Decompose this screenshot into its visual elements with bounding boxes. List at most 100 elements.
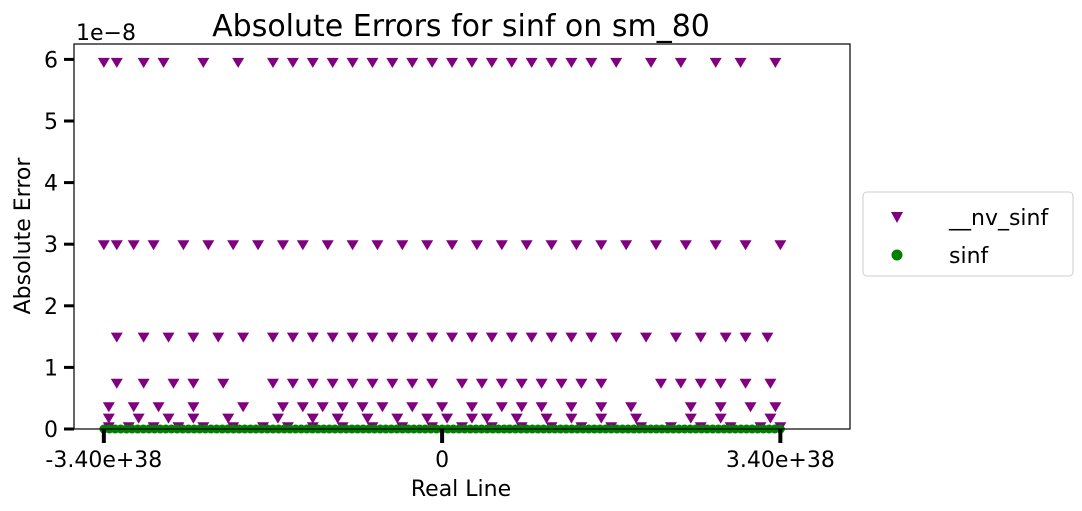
point-s0-c0-4 <box>197 57 210 68</box>
point-s0-c4-22 <box>744 402 757 413</box>
point-s0-c1-12 <box>371 240 384 251</box>
point-s0-c3-5 <box>266 378 279 389</box>
point-s0-c0-14 <box>426 57 439 68</box>
point-s0-c0-6 <box>266 57 279 68</box>
point-s0-c1-23 <box>650 240 662 251</box>
point-s0-c4-8 <box>336 402 349 413</box>
point-s0-c5-0 <box>102 413 115 424</box>
point-s0-c2-2 <box>162 332 175 343</box>
point-s0-c3-15 <box>475 378 488 389</box>
point-s0-c3-26 <box>739 378 752 389</box>
point-s0-c1-0 <box>97 240 110 251</box>
point-s0-c2-4 <box>212 332 225 343</box>
point-s0-c5-15 <box>540 413 553 424</box>
plot-area-markers <box>97 57 787 434</box>
point-s0-c2-22 <box>585 332 598 343</box>
point-s0-c0-15 <box>446 57 459 68</box>
point-s0-c1-26 <box>739 240 752 251</box>
point-s0-c1-6 <box>227 240 240 251</box>
point-s0-c0-19 <box>525 57 538 68</box>
point-s0-c2-0 <box>110 332 123 343</box>
point-s0-c5-17 <box>595 413 608 424</box>
x-tick-label-2: 3.40e+38 <box>726 448 835 473</box>
point-s0-c2-19 <box>525 332 538 343</box>
point-s0-c3-8 <box>326 378 339 389</box>
x-tick-label-0: -3.40e+38 <box>45 448 162 473</box>
point-s0-c2-26 <box>694 332 707 343</box>
point-s0-c4-4 <box>237 402 250 413</box>
point-s0-c0-13 <box>406 57 419 68</box>
point-s0-c0-25 <box>674 57 687 68</box>
point-s0-c3-24 <box>694 378 707 389</box>
point-s0-c1-11 <box>346 240 359 251</box>
point-s0-c2-12 <box>386 332 399 343</box>
point-s0-c4-10 <box>376 402 389 413</box>
point-s0-c5-13 <box>480 413 493 424</box>
point-s0-c0-12 <box>386 57 399 68</box>
plot-area-frame <box>73 43 851 430</box>
point-s0-c5-6 <box>306 413 319 424</box>
y-tick-label-0: 0 <box>44 418 58 443</box>
point-s0-c5-3 <box>187 413 200 424</box>
point-s0-c0-23 <box>610 57 623 68</box>
point-s0-c0-16 <box>465 57 478 68</box>
point-s0-c4-1 <box>127 402 140 413</box>
point-s0-c1-7 <box>252 240 265 251</box>
point-s0-c2-7 <box>286 332 299 343</box>
point-s0-c4-9 <box>356 402 369 413</box>
point-s0-c2-15 <box>446 332 459 343</box>
point-s0-c1-8 <box>276 240 289 251</box>
x-axis: -3.40e+38 0 3.40e+38 <box>45 429 835 473</box>
point-s0-c1-19 <box>545 240 558 251</box>
point-s0-c0-26 <box>709 57 722 68</box>
point-s0-c3-9 <box>346 378 359 389</box>
point-s0-c4-20 <box>684 402 697 413</box>
point-s0-c2-8 <box>306 332 319 343</box>
y-axis-label: Absolute Error <box>11 157 36 315</box>
legend: __nv_sinf sinf <box>862 191 1074 277</box>
point-s0-c5-21 <box>764 413 777 424</box>
point-s0-c4-16 <box>535 402 548 413</box>
x-axis-label: Real Line <box>411 477 511 502</box>
point-s0-c5-20 <box>714 413 727 424</box>
point-s0-c2-11 <box>366 332 379 343</box>
point-s0-c2-18 <box>505 332 518 343</box>
point-s0-c2-21 <box>565 332 578 343</box>
point-s0-c3-18 <box>535 378 548 389</box>
point-s0-c1-27 <box>774 240 787 251</box>
point-s0-c3-6 <box>286 378 299 389</box>
point-s0-c2-17 <box>485 332 498 343</box>
y-tick-label-3: 3 <box>44 233 58 258</box>
point-s0-c3-3 <box>187 378 200 389</box>
y-tick-label-5: 5 <box>44 110 58 135</box>
point-s0-c5-4 <box>222 413 235 424</box>
point-s0-c3-4 <box>217 378 230 389</box>
point-s0-c0-20 <box>545 57 558 68</box>
point-s0-c0-24 <box>645 57 658 68</box>
point-s0-c0-7 <box>286 57 299 68</box>
chart-title: Absolute Errors for sinf on sm_80 <box>212 9 710 44</box>
point-s0-c1-15 <box>446 240 459 251</box>
point-s0-c3-12 <box>406 378 419 389</box>
point-s0-c2-1 <box>137 332 150 343</box>
point-s0-c5-9 <box>391 413 404 424</box>
point-s0-c0-10 <box>346 57 359 68</box>
point-s0-c4-5 <box>276 402 289 413</box>
point-s0-c2-9 <box>326 332 339 343</box>
legend-box <box>862 191 1074 277</box>
point-s0-c3-16 <box>495 378 508 389</box>
point-s0-c2-24 <box>640 332 653 343</box>
point-s0-c3-10 <box>366 378 379 389</box>
point-s0-c1-22 <box>620 240 633 251</box>
point-s0-c0-11 <box>366 57 379 68</box>
point-s0-c0-0 <box>97 57 110 68</box>
point-s0-c1-10 <box>321 240 334 251</box>
point-s0-c5-1 <box>132 413 145 424</box>
point-s0-c0-5 <box>232 57 245 68</box>
point-s0-c4-21 <box>714 402 727 413</box>
point-s0-c4-3 <box>187 402 200 413</box>
point-s0-c4-11 <box>406 402 419 413</box>
point-s0-c1-18 <box>520 240 533 251</box>
legend-label-nv-sinf: __nv_sinf <box>948 206 1049 231</box>
point-s0-c3-14 <box>456 378 468 389</box>
